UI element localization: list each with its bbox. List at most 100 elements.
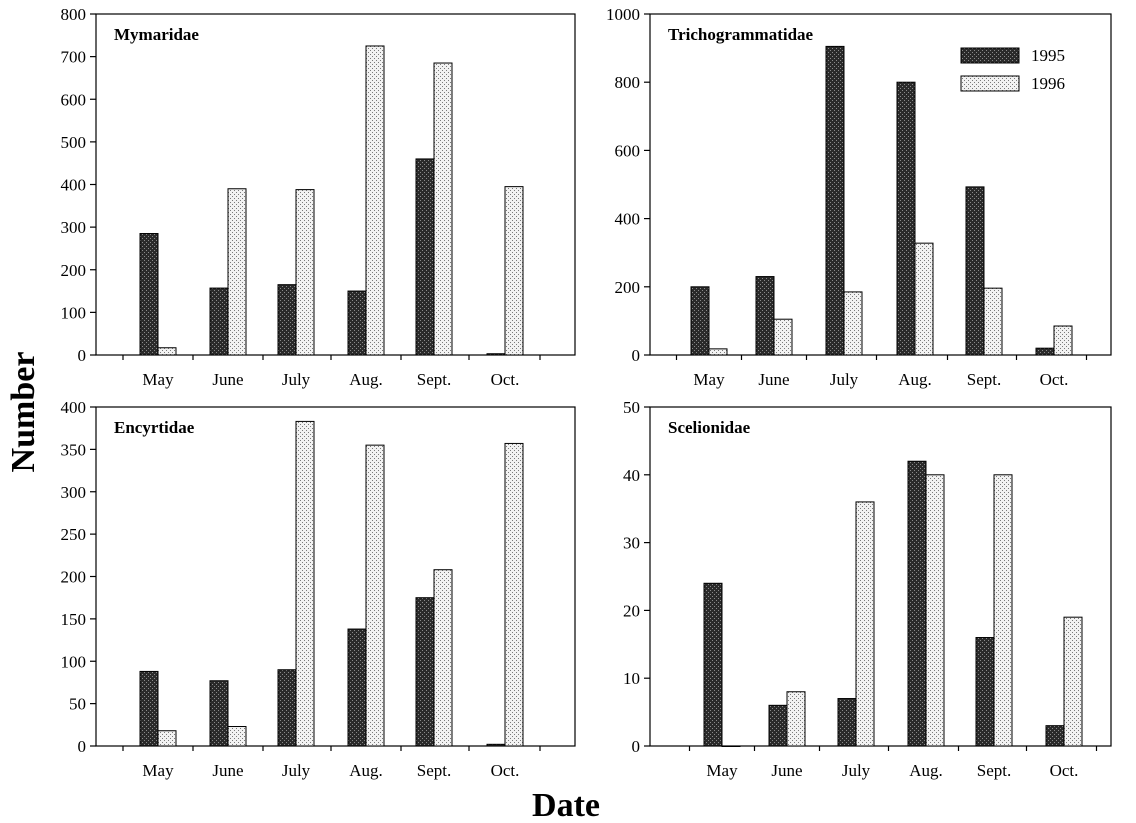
plot-frame (649, 406, 1112, 747)
bar-1996-july (295, 189, 315, 356)
bar-1996-may (721, 745, 741, 747)
bar-1996-sept (433, 569, 453, 747)
x-tick-label-may: May (142, 370, 174, 389)
legend-swatch-1996 (960, 75, 1020, 92)
bar-1996-may (157, 730, 177, 747)
x-tick-label-may: May (693, 370, 725, 389)
bar-1995-sept (415, 158, 435, 356)
bar-1996-aug (925, 474, 945, 747)
y-tick-label: 40 (623, 466, 640, 485)
y-tick-label: 800 (615, 73, 641, 92)
bar-1996-june (786, 691, 806, 747)
y-tick-label: 100 (61, 652, 87, 671)
x-tick-label-may: May (142, 761, 174, 780)
bar-1995-oct (1035, 347, 1055, 356)
x-tick-label-aug: Aug. (349, 370, 383, 389)
x-tick-label-june: June (212, 370, 243, 389)
bar-1996-june (227, 726, 247, 747)
bar-1996-aug (914, 242, 934, 356)
x-tick-label-july: July (282, 761, 311, 780)
y-tick-label: 350 (61, 440, 87, 459)
y-tick-label: 400 (61, 176, 87, 195)
y-tick-label: 200 (615, 278, 641, 297)
bar-1996-oct (1063, 616, 1083, 747)
bar-1996-aug (365, 444, 385, 747)
x-tick-label-sept: Sept. (417, 761, 451, 780)
y-tick-label: 0 (632, 346, 641, 365)
x-tick-label-oct: Oct. (491, 761, 520, 780)
x-tick-label-june: June (212, 761, 243, 780)
bar-1996-july (295, 420, 315, 747)
bar-1996-aug (365, 45, 385, 356)
bar-1996-may (708, 348, 728, 356)
y-tick-label: 500 (61, 133, 87, 152)
x-tick-label-july: July (830, 370, 859, 389)
y-tick-label: 150 (61, 610, 87, 629)
x-tick-label-aug: Aug. (349, 761, 383, 780)
plot-frame (649, 13, 1112, 356)
bar-1995-may (703, 582, 723, 747)
y-tick-label: 50 (69, 695, 86, 714)
panel-title: Mymaridae (114, 25, 199, 44)
y-tick-label: 600 (615, 141, 641, 160)
y-tick-label: 0 (78, 346, 87, 365)
x-tick-label-oct: Oct. (1040, 370, 1069, 389)
chart-panel-encyrtidae: 0 50 100 150 200 250 300 350 400 May June July Aug. S… (61, 398, 576, 780)
bar-1995-july (277, 284, 297, 356)
y-tick-label: 400 (615, 210, 641, 229)
y-tick-label: 700 (61, 48, 87, 67)
legend-label-1995: 1995 (1031, 46, 1065, 65)
bar-1995-aug (896, 81, 916, 356)
x-tick-label-june: June (758, 370, 789, 389)
bar-1995-oct (1045, 725, 1065, 747)
x-tick-label-july: July (842, 761, 871, 780)
bar-1995-aug (347, 290, 367, 356)
bar-1996-sept (433, 62, 453, 356)
chart-panel-mymaridae: 0 100 200 300 400 500 600 700 800 May June July Aug.… (61, 5, 576, 389)
bar-1995-aug (907, 460, 927, 747)
bar-1996-may (157, 347, 177, 356)
x-tick-label-sept: Sept. (977, 761, 1011, 780)
bar-1996-july (843, 291, 863, 356)
bar-1995-oct (486, 743, 506, 747)
x-tick-label-sept: Sept. (967, 370, 1001, 389)
y-tick-label: 250 (61, 525, 87, 544)
x-tick-label-aug: Aug. (898, 370, 932, 389)
x-axis-title: Date (532, 787, 600, 823)
x-tick-label-oct: Oct. (1050, 761, 1079, 780)
chart-panel-scelionidae: 0 10 20 30 40 50 May June July Aug. Sept. Oct. Sceli… (623, 398, 1112, 780)
bar-1996-sept (993, 474, 1013, 747)
bar-1995-aug (347, 628, 367, 747)
y-tick-label: 600 (61, 90, 87, 109)
x-tick-label-june: June (771, 761, 802, 780)
bar-1995-may (139, 670, 159, 747)
bar-1995-june (209, 680, 229, 747)
y-tick-label: 300 (61, 218, 87, 237)
x-tick-label-sept: Sept. (417, 370, 451, 389)
y-tick-label: 300 (61, 483, 87, 502)
bar-1996-oct (504, 186, 524, 356)
x-tick-label-may: May (706, 761, 738, 780)
plot-frame (95, 13, 576, 356)
bar-1995-sept (965, 186, 985, 356)
bar-1996-july (855, 501, 875, 747)
bar-1995-oct (486, 353, 506, 356)
x-tick-label-aug: Aug. (909, 761, 943, 780)
y-tick-label: 1000 (606, 5, 640, 24)
bar-1995-june (755, 276, 775, 356)
y-tick-label: 10 (623, 669, 640, 688)
chart-panel-trichogrammatidae: 0 200 400 600 800 1000 May June July Aug. Sept. Oct… (606, 5, 1112, 389)
y-tick-label: 20 (623, 601, 640, 620)
y-tick-label: 800 (61, 5, 87, 24)
legend: 1995 1996 (960, 46, 1065, 93)
bar-1995-july (837, 698, 857, 747)
bar-1995-july (277, 669, 297, 747)
y-tick-label: 30 (623, 534, 640, 553)
bar-1995-june (768, 704, 788, 747)
plot-frame (95, 406, 576, 747)
panel-title: Encyrtidae (114, 418, 195, 437)
bar-1996-june (227, 188, 247, 356)
legend-swatch-1995 (960, 47, 1020, 64)
